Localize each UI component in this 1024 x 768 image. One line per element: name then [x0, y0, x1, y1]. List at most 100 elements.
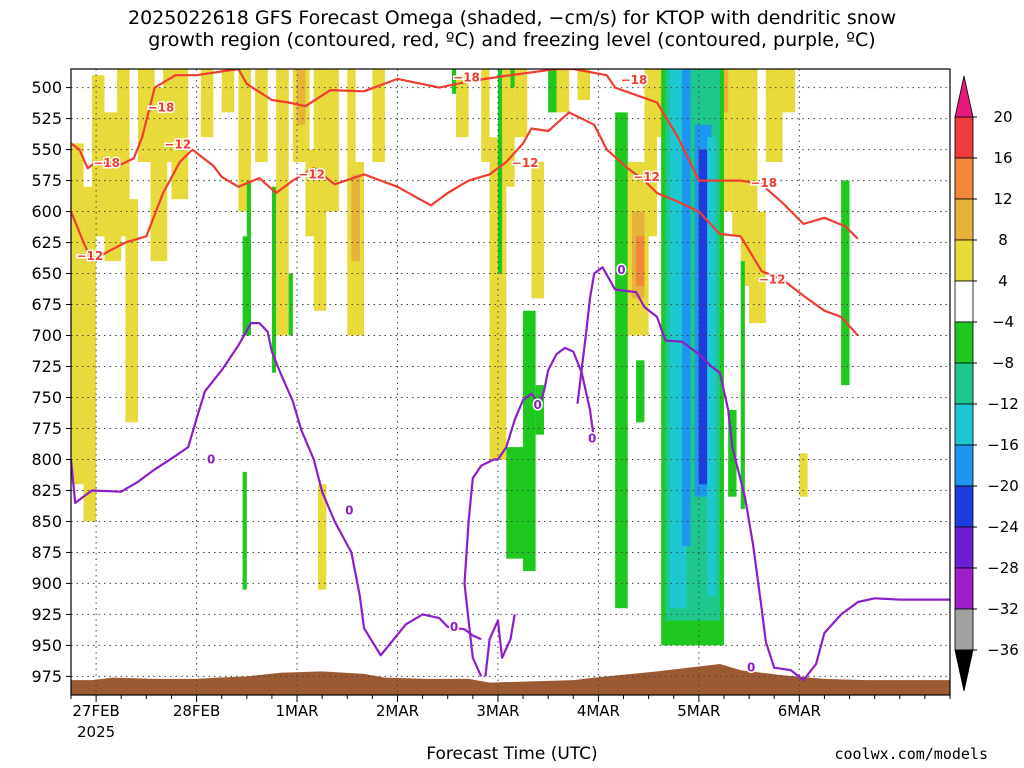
omega-cell [200, 69, 214, 138]
omega-cell [83, 186, 97, 522]
omega-cell [514, 69, 528, 138]
plot-frame [70, 68, 951, 696]
omega-cell [117, 69, 130, 237]
dendritic-contour-line [71, 111, 859, 337]
x-tick-label: 2MAR [376, 702, 419, 720]
colorbar-label: 16 [993, 149, 1012, 167]
terrain-fill [71, 664, 950, 695]
omega-cell [451, 69, 457, 94]
omega-cell [636, 360, 645, 423]
omega-cell [749, 211, 766, 324]
dendritic-contour-label: −18 [750, 176, 777, 190]
colorbar-label: −36 [987, 641, 1019, 659]
omega-cell [523, 310, 536, 572]
omega-cell [481, 69, 490, 162]
freezing-contour-label: 0 [345, 503, 353, 517]
omega-cell [740, 261, 745, 510]
omega-cell [510, 69, 515, 88]
dendritic-contour-label: −12 [512, 156, 539, 170]
colorbar-label: −8 [992, 354, 1014, 372]
y-tick-label: 550 [31, 140, 62, 159]
omega-cell [489, 137, 507, 460]
omega-cell [351, 174, 360, 262]
y-tick-label: 800 [31, 450, 62, 469]
x-tick-label: 27FEB [72, 702, 119, 720]
dendritic-contour-label: −12 [759, 273, 786, 287]
colorbar-label: 20 [993, 108, 1012, 126]
colorbar-label: −20 [987, 477, 1019, 495]
colorbar-band [954, 608, 974, 651]
colorbar-band [954, 321, 974, 364]
omega-cell [276, 69, 289, 336]
dendritic-contour-label: −12 [298, 167, 325, 181]
omega-cell [548, 69, 557, 113]
omega-cell [347, 69, 356, 162]
omega-cell [682, 69, 691, 547]
omega-cell [125, 199, 138, 423]
omega-cell [372, 69, 385, 162]
omega-cell [782, 69, 796, 113]
dendritic-contour-line [71, 69, 859, 240]
y-tick-label: 775 [31, 419, 62, 438]
x-tick-label: 1MAR [275, 702, 318, 720]
y-tick-label: 950 [31, 636, 62, 655]
omega-cell [841, 180, 850, 386]
colorbar-band [954, 403, 974, 446]
x-tick-label: 28FEB [173, 702, 220, 720]
omega-cell [246, 180, 251, 286]
omega-cell [288, 273, 293, 336]
freezing-contour-label: 0 [747, 661, 755, 675]
omega-cell [799, 453, 808, 497]
omega-cell [326, 69, 339, 212]
y-tick-label: 925 [31, 605, 62, 624]
colorbar-top-arrow [954, 75, 974, 118]
chart-title-line-1: 2025022618 GFS Forecast Omega (shaded, −… [127, 7, 896, 29]
omega-cell [497, 69, 503, 274]
y-tick-label: 575 [31, 171, 62, 190]
omega-cell [765, 69, 783, 162]
freezing-contour-label: 0 [588, 431, 596, 445]
omega-cell [636, 236, 645, 286]
colorbar-bottom-arrow [954, 649, 974, 692]
colorbar-band [954, 567, 974, 610]
freezing-contour-line [484, 614, 516, 677]
omega-cell [313, 69, 327, 311]
omega-cell [577, 69, 591, 100]
freezing-contour-line [463, 346, 596, 677]
x-tick-label: 4MAR [577, 702, 620, 720]
omega-cell [238, 69, 251, 212]
y-tick-label: 700 [31, 326, 62, 345]
y-tick-label: 975 [31, 667, 62, 686]
omega-cell [556, 69, 570, 113]
y-tick-label: 900 [31, 574, 62, 593]
colorbar-band [954, 239, 974, 282]
dendritic-contour-label: −18 [148, 100, 175, 114]
dendritic-contour-label: −18 [93, 156, 120, 170]
omega-cell [506, 447, 528, 559]
x-axis: 27FEB 2025 28FEB 1MAR 2MAR 3MAR 4MAR 5MAR 6MAR [70, 695, 951, 741]
freezing-contour-label: 0 [617, 263, 625, 277]
omega-cell [71, 143, 84, 485]
colorbar-label: −24 [987, 518, 1019, 536]
dendritic-contour-label: −18 [621, 73, 648, 87]
omega-cell [221, 69, 235, 113]
omega-cell [242, 471, 247, 590]
y-tick-label: 500 [31, 78, 62, 97]
colorbar-label: −16 [987, 436, 1019, 454]
omega-cell [297, 69, 306, 125]
freezing-contour-line [576, 266, 950, 682]
omega-cell [171, 69, 189, 200]
y-tick-label: 600 [31, 202, 62, 221]
omega-cell [531, 161, 544, 299]
colorbar-band [954, 116, 974, 159]
y-tick-label: 525 [31, 109, 62, 128]
freezing-contour-line [71, 322, 482, 657]
omega-cell [728, 409, 737, 497]
omega-cell [91, 75, 105, 237]
colorbar-band [954, 526, 974, 569]
freezing-contour-label: 0 [534, 398, 542, 412]
contour-labels: −18 −18 −12 −12 −12 −18 −12 −18 −12 −18 −12 0 0 0 0 0 0 0 [75, 69, 787, 676]
omega-cell [317, 484, 327, 590]
dendritic-contour-label: −12 [633, 170, 660, 184]
